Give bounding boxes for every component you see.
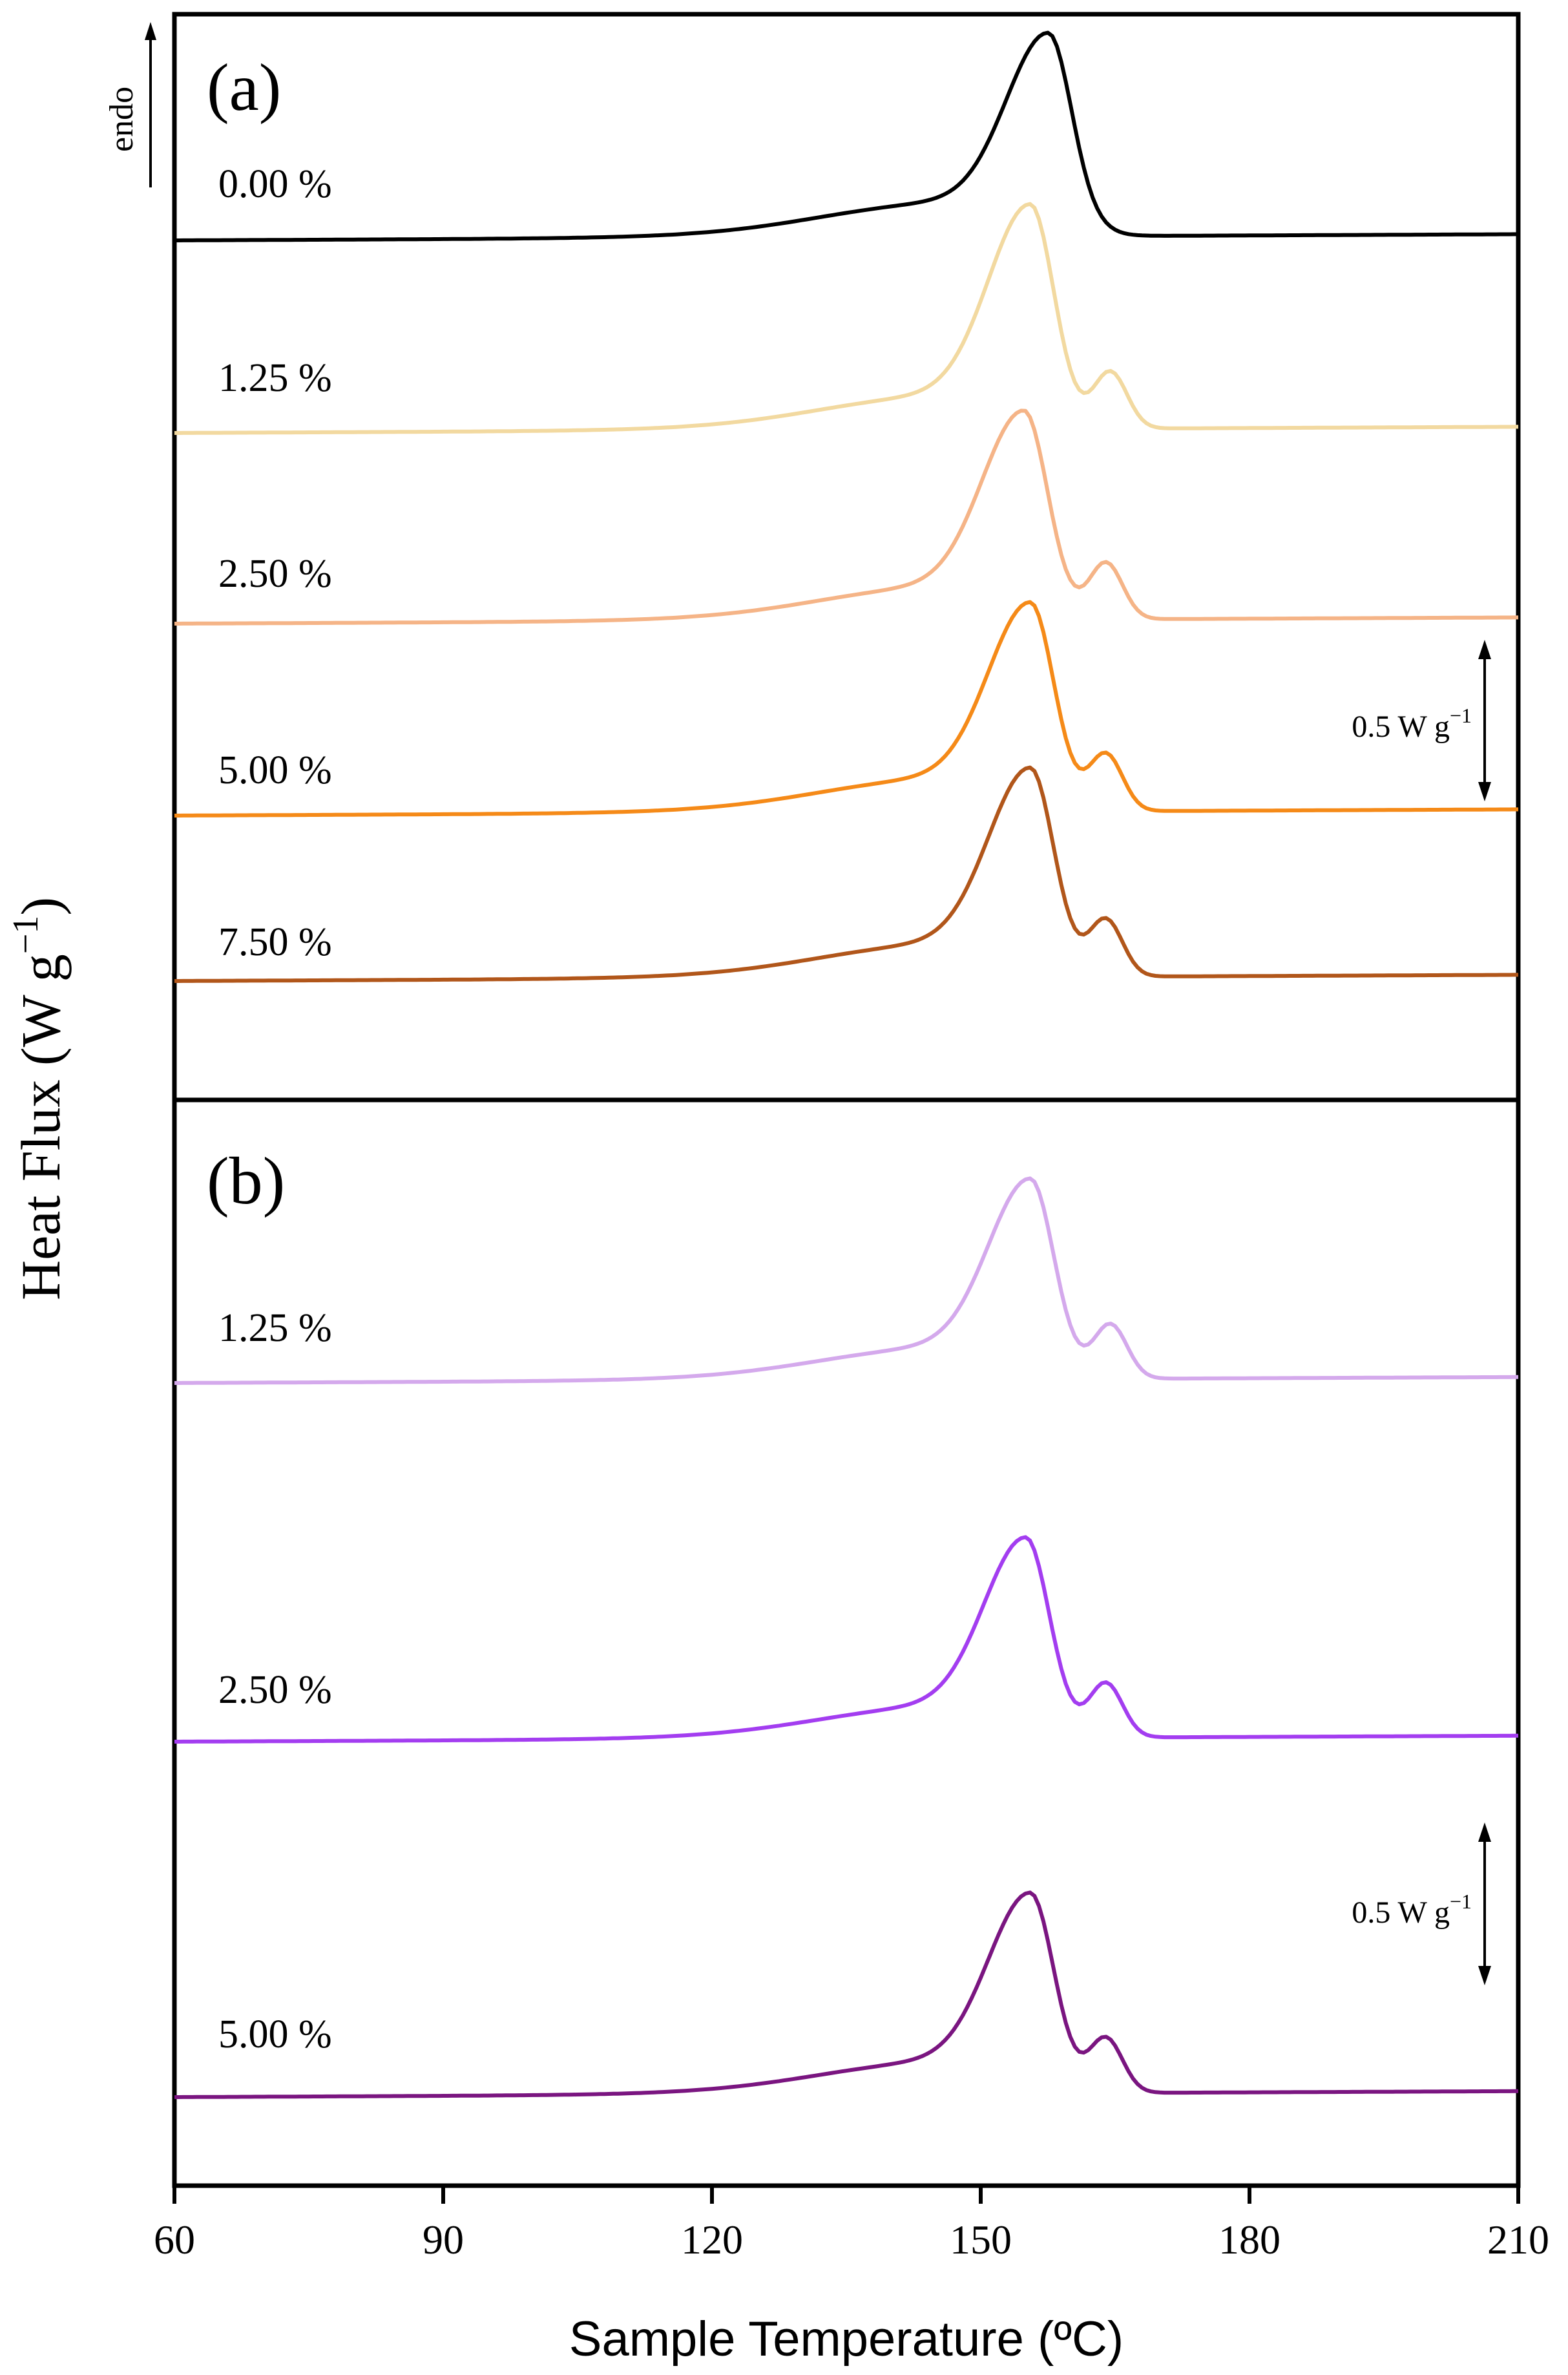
x-tick-label: 60 [154, 2217, 195, 2263]
scale-bar-arrow-up [1478, 1822, 1491, 1842]
y-axis-label-sup: −1 [6, 916, 46, 955]
x-tick-label: 90 [423, 2217, 464, 2263]
x-tick-label: 120 [681, 2217, 743, 2263]
panel-b-frame [172, 1097, 1521, 2188]
endo-label: endo [103, 87, 140, 152]
series-label: 5.00 % [218, 2012, 332, 2056]
scale-bar-arrow-up [1478, 640, 1491, 659]
scale-bars: 0.5 W g−10.5 W g−1 [1352, 640, 1491, 1985]
panel-a-curves: 0.00 % 1.25 % 2.50 % 5.00 % 7.50 % [174, 30, 1518, 983]
panel-a-frame [172, 12, 1521, 1103]
series-line [174, 1890, 1518, 2099]
series-line [174, 202, 1518, 435]
panel-b-label: (b) [207, 1144, 285, 1218]
series-line [174, 30, 1518, 242]
series-line [174, 408, 1518, 626]
series-label: 1.25 % [218, 1306, 332, 1350]
series-line [174, 1176, 1518, 1385]
series-line [174, 600, 1518, 818]
series-label: 2.50 % [218, 1668, 332, 1712]
series-label: 2.50 % [218, 552, 332, 596]
scale-bar-label: 0.5 W g−1 [1352, 1890, 1472, 1930]
scale-bar-label: 0.5 W g−1 [1352, 704, 1472, 744]
series-line [174, 1535, 1518, 1744]
x-tick-label: 180 [1218, 2217, 1281, 2263]
series-label: 0.00 % [218, 162, 332, 206]
series-label: 5.00 % [218, 748, 332, 792]
series-line [174, 765, 1518, 983]
series-label: 7.50 % [218, 920, 332, 964]
y-axis-label: Heat Flux (W g−1) [6, 897, 72, 1300]
scale-bar-label-main: 0.5 W g [1352, 710, 1450, 744]
x-axis-label: Sample Temperature (ºC) [569, 2312, 1124, 2367]
x-tick-label: 210 [1487, 2217, 1549, 2263]
x-ticks: 60 90 120 150 180 210 [154, 2186, 1549, 2263]
scale-bar-label-sup: −1 [1450, 1890, 1472, 1913]
scale-bar-label-main: 0.5 W g [1352, 1895, 1450, 1930]
endo-arrow-head [145, 22, 156, 40]
endo-indicator: endo [103, 22, 156, 187]
y-axis-label-close: ) [10, 897, 72, 916]
panel-a-label: (a) [207, 50, 281, 125]
series-label: 1.25 % [218, 356, 332, 400]
scale-bar-label-sup: −1 [1450, 704, 1472, 727]
y-axis-label-main: Heat Flux (W g [10, 954, 72, 1300]
panel-b-curves: 1.25 % 2.50 % 5.00 % [174, 1176, 1518, 2099]
scale-bar-arrow-down [1478, 1966, 1491, 1985]
x-tick-label: 150 [950, 2217, 1012, 2263]
scale-bar-arrow-down [1478, 782, 1491, 801]
